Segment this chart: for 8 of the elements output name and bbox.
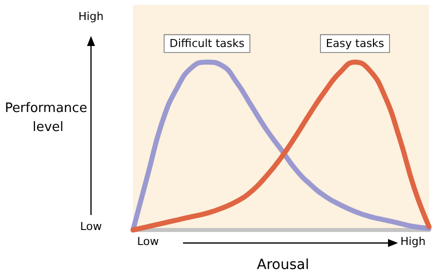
y-axis-title: Performance level [4, 101, 88, 135]
x-axis-title: Arousal [256, 257, 310, 273]
text: High [400, 235, 426, 248]
series-label: Easy tasks [326, 37, 384, 50]
series-label: Difficult tasks [170, 37, 245, 50]
text: Low [80, 220, 102, 233]
text: High [78, 10, 104, 23]
text: Low [137, 235, 159, 248]
